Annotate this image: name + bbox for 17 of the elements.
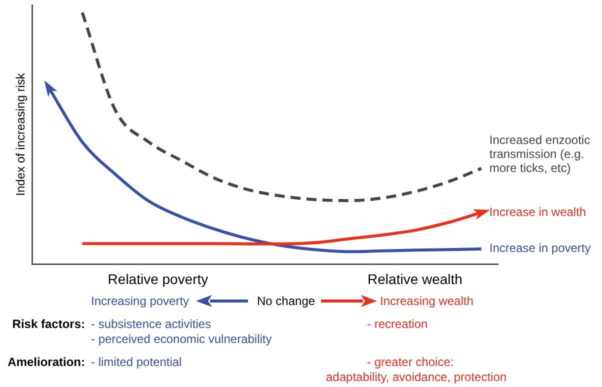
series-label: Increase in poverty bbox=[489, 241, 591, 256]
text: Increasing poverty bbox=[91, 294, 190, 308]
text: Relative poverty bbox=[108, 271, 208, 287]
text: adaptability, avoidance, protection bbox=[326, 370, 507, 384]
series-label: Increase in wealth bbox=[489, 204, 586, 219]
text: Increasing wealth bbox=[380, 294, 474, 308]
text: Amelioration: bbox=[8, 355, 85, 369]
text: - perceived economic vulnerability bbox=[91, 332, 272, 346]
y-axis-title: Index of increasing risk bbox=[14, 72, 28, 196]
text: - subsistence activities bbox=[91, 317, 212, 331]
text: - greater choice: bbox=[367, 355, 454, 369]
text: Relative wealth bbox=[368, 271, 462, 287]
series-label: Increased enzootic transmission (e.g. more ticks, etc) bbox=[489, 132, 590, 175]
text: - limited potential bbox=[91, 355, 182, 369]
text: Risk factors: bbox=[12, 317, 85, 331]
text: - recreation bbox=[367, 317, 428, 331]
text: No change bbox=[257, 294, 316, 308]
